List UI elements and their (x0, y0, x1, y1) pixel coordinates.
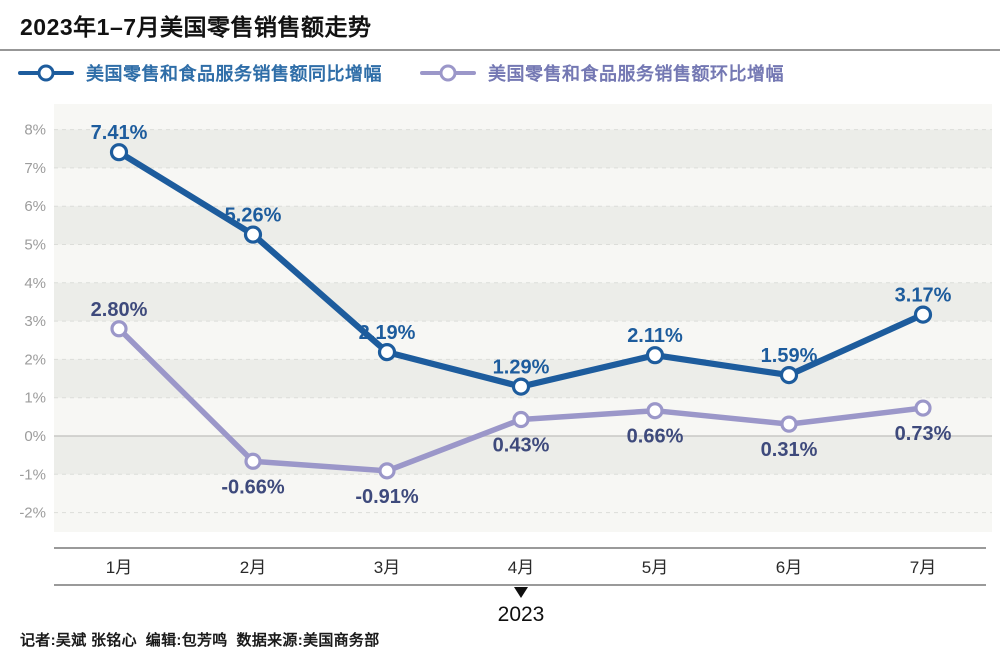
data-label: 0.66% (627, 426, 684, 448)
legend-label-mom: 美国零售和食品服务销售额环比增幅 (488, 64, 784, 84)
y-tick-label: 7% (24, 160, 46, 177)
data-label: 3.17% (895, 285, 952, 307)
data-label: 5.26% (225, 205, 282, 227)
y-tick-label: 5% (24, 237, 46, 254)
y-tick-label: 1% (24, 390, 46, 407)
data-label: -0.66% (221, 476, 285, 498)
y-tick-label: 4% (24, 275, 46, 292)
plot-band (54, 436, 992, 475)
data-point (377, 343, 397, 362)
data-label: 0.43% (493, 435, 550, 457)
data-label: 0.31% (761, 439, 818, 461)
data-label: -0.91% (355, 486, 419, 508)
data-label: 2.11% (627, 325, 683, 347)
year-label: 2023 (498, 603, 545, 626)
data-point (914, 399, 932, 417)
data-point (243, 225, 263, 244)
data-point (511, 377, 531, 396)
plot-band (54, 129, 992, 168)
y-tick-label: 0% (24, 428, 46, 445)
data-point (645, 346, 665, 365)
data-label: 2.19% (359, 322, 416, 344)
x-tick-label: 7月 (910, 558, 936, 577)
x-tick-label: 6月 (776, 558, 802, 577)
line-chart: 8% 7% 6% 5% 4% 3% 2% 1% 0% -1% -2% 7.41% 5.26% 2.19% 1… (19, 104, 992, 626)
page-title: 2023年1–7月美国零售销售额走势 (20, 14, 372, 40)
data-label: 1.59% (761, 345, 818, 367)
x-tick-label: 1月 (106, 558, 132, 577)
year-marker-triangle-icon (514, 587, 528, 598)
y-tick-label: 8% (24, 122, 46, 139)
mom-point-icon (439, 64, 457, 82)
data-point (244, 452, 262, 470)
y-tick-label: 2% (24, 351, 46, 368)
data-point (378, 462, 396, 480)
plot-band (54, 282, 992, 322)
data-point (780, 415, 798, 433)
data-label: 0.73% (895, 423, 952, 445)
y-tick-label: -2% (19, 505, 46, 522)
yoy-point-icon (37, 64, 55, 82)
data-label: 7.41% (91, 122, 148, 144)
x-tick-label: 5月 (642, 558, 668, 577)
chart-legend: 美国零售和食品服务销售额同比增幅 美国零售和食品服务销售额环比增幅 (18, 60, 784, 86)
x-tick-label: 4月 (508, 558, 534, 577)
data-point (109, 143, 129, 162)
x-tick-label: 2月 (240, 558, 266, 577)
y-tick-label: 3% (24, 313, 46, 330)
data-label: 2.80% (91, 299, 148, 321)
data-point (913, 305, 933, 324)
legend-item-mom: 美国零售和食品服务销售额环比增幅 (420, 60, 784, 86)
data-point (779, 366, 799, 385)
plot-band (54, 206, 992, 245)
yoy-line-marker-icon (18, 64, 74, 82)
x-tick-label: 3月 (374, 558, 400, 577)
data-point (646, 402, 664, 420)
title-divider (0, 49, 1000, 51)
credits: 记者:吴斌 张铭心 编辑:包芳鸣 数据来源:美国商务部 (20, 632, 380, 649)
legend-label-yoy: 美国零售和食品服务销售额同比增幅 (86, 64, 382, 84)
mom-line-marker-icon (420, 64, 476, 82)
legend-item-yoy: 美国零售和食品服务销售额同比增幅 (18, 60, 382, 86)
y-tick-label: 6% (24, 198, 46, 215)
y-tick-label: -1% (19, 466, 46, 483)
data-point (110, 320, 128, 338)
data-label: 1.29% (493, 357, 550, 379)
data-point (512, 410, 530, 429)
